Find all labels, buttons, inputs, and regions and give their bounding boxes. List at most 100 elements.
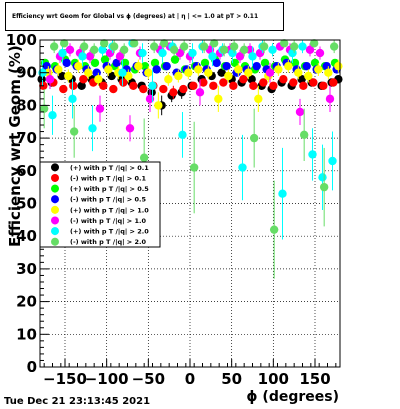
data-point: [329, 78, 338, 87]
data-point: [238, 163, 247, 172]
data-point: [319, 81, 328, 90]
data-point: [159, 84, 168, 94]
data-point: [64, 71, 73, 81]
data-point: [260, 58, 270, 68]
data-point: [219, 45, 229, 55]
data-point: [174, 71, 183, 81]
data-point: [98, 45, 107, 55]
data-point: [222, 61, 231, 71]
timestamp: Tue Dec 21 23:13:45 2021: [4, 396, 151, 407]
data-point: [279, 75, 288, 84]
legend: (+) with p T /|q| > 0.1(-) with p T /|q|…: [39, 161, 161, 248]
data-point: [249, 133, 259, 143]
data-point: [309, 78, 318, 87]
x-tick-label: 100: [258, 370, 289, 388]
data-point: [295, 107, 305, 117]
data-point: [158, 48, 167, 58]
chart-title: Efficiency wrt Geom for Global vs ϕ (deg…: [12, 13, 259, 20]
data-point: [217, 68, 226, 77]
data-point: [94, 75, 103, 84]
data-point: [45, 75, 55, 84]
x-tick-label: 150: [299, 370, 330, 388]
y-tick-label: 80: [16, 96, 37, 114]
data-point: [229, 81, 238, 90]
axis-ticks: −150−100 −50 0 50 100 150 0 10 20 30 40 50 60 70 80 90 1…: [6, 31, 337, 388]
data-point: [302, 61, 311, 71]
data-point: [139, 153, 149, 162]
data-point: [154, 101, 163, 110]
data-point: [188, 48, 197, 58]
data-point: [289, 78, 298, 87]
data-point: [48, 111, 57, 120]
data-point: [39, 104, 49, 113]
data-point: [309, 39, 319, 48]
data-point: [118, 68, 127, 77]
data-point: [252, 61, 261, 71]
data-point: [214, 94, 223, 104]
data-point: [85, 52, 95, 61]
data-point: [170, 55, 180, 64]
data-point: [219, 78, 228, 87]
data-point: [304, 71, 313, 81]
data-point: [89, 45, 99, 55]
data-point: [268, 45, 277, 55]
data-point: [209, 39, 219, 48]
data-point: [297, 75, 306, 84]
data-point: [254, 94, 263, 104]
data-point: [189, 81, 198, 90]
x-tick-label: −100: [85, 370, 129, 388]
data-point: [184, 68, 193, 77]
legend-box: [39, 161, 161, 248]
data-point: [74, 61, 83, 71]
y-tick-label: 40: [16, 227, 37, 245]
legend-marker: [51, 216, 59, 225]
data-point: [95, 104, 105, 113]
data-point: [69, 81, 78, 90]
data-point: [299, 81, 308, 90]
data-point: [204, 68, 213, 77]
legend-label: (-) with p T /|q| > 0.1: [70, 174, 146, 183]
data-point: [329, 42, 339, 51]
data-point: [224, 71, 233, 81]
data-point: [235, 52, 245, 61]
data-point: [140, 61, 150, 71]
data-point: [248, 52, 257, 61]
data-point: [79, 75, 88, 84]
data-point: [179, 42, 189, 51]
data-point: [68, 94, 77, 104]
data-point: [109, 42, 119, 51]
data-point: [269, 225, 279, 234]
x-axis-label: ϕ (degrees): [246, 389, 339, 405]
legend-marker: [51, 173, 59, 182]
data-point: [334, 61, 343, 71]
data-point: [325, 94, 335, 104]
data-point: [239, 45, 249, 55]
data-point: [259, 42, 269, 51]
data-point: [144, 68, 153, 77]
data-point: [112, 58, 121, 68]
legend-marker: [51, 184, 59, 193]
data-point: [77, 81, 86, 90]
data-point: [239, 75, 248, 84]
data-point: [115, 52, 125, 61]
data-point: [152, 65, 161, 74]
data-point: [59, 39, 69, 48]
data-point: [99, 39, 109, 48]
y-tick-label: 30: [16, 260, 37, 278]
legend-label: (+) with p T /|q| > 0.1: [70, 164, 149, 173]
data-point: [90, 58, 100, 68]
data-point: [129, 39, 139, 48]
data-point: [54, 65, 63, 74]
data-point: [314, 65, 323, 74]
data-point: [259, 78, 268, 87]
y-tick-label: 20: [16, 293, 37, 311]
x-tick-label: −150: [43, 370, 87, 388]
data-point: [319, 182, 329, 192]
data-point: [195, 88, 205, 97]
data-point: [109, 84, 118, 94]
data-point: [179, 84, 188, 94]
data-point: [169, 88, 178, 97]
legend-label: (-) with p T /|q| > 1.0: [70, 217, 146, 226]
data-point: [178, 130, 187, 140]
data-point: [150, 58, 160, 68]
